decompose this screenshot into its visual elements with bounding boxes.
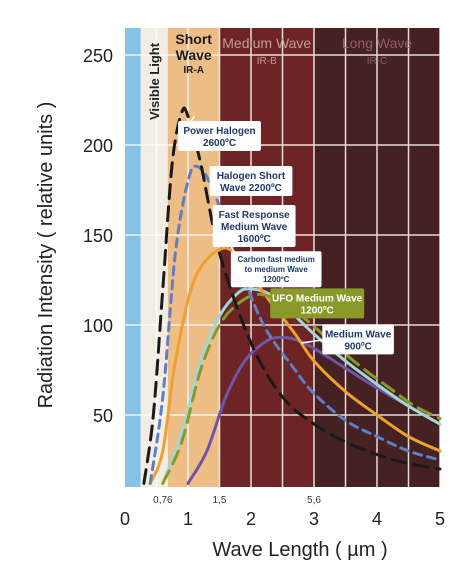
callout-text-3-1: to medium Wave <box>245 265 309 274</box>
band-sub-irb: IR-B <box>257 56 277 67</box>
callout-text-0-0: Power Halogen <box>183 126 255 137</box>
callout-box-0 <box>178 121 261 151</box>
callout-text-3-2: 1200ºC <box>263 275 290 284</box>
x-tick-label: 0 <box>120 509 130 529</box>
band-label-short: Short <box>175 31 212 47</box>
callout-text-2-1: Medium Wave <box>221 222 288 233</box>
x-tick-label: 1 <box>183 509 193 529</box>
callout-leader-5 <box>301 338 327 344</box>
callout-text-0-1: 2600ºC <box>203 138 236 149</box>
y-axis-label: Radiation Intensity ( relative units ) <box>35 102 57 409</box>
band-label-short-2: Wave <box>176 47 212 63</box>
callout-text-4-1: 1200ºC <box>301 305 334 316</box>
series-line-3 <box>161 287 442 485</box>
callout-text-2-2: 1600ºC <box>238 234 271 245</box>
callout-text-1-1: Wave 2200ºC <box>220 183 282 194</box>
series-line-0 <box>142 106 442 485</box>
band-2 <box>167 28 220 487</box>
boundary-label: 0,76 <box>153 495 173 506</box>
series-line-4 <box>161 292 442 485</box>
callout-box-1 <box>209 166 293 196</box>
band-label-medium: Medium Wave <box>222 35 311 51</box>
boundary-label: 5,6 <box>307 495 321 506</box>
band-label-visible-light: Visible Light <box>147 42 162 120</box>
y-tick-label: 200 <box>83 136 113 156</box>
band-sub-ira: IR-A <box>183 65 204 76</box>
callout-text-1-0: Halogen Short <box>217 171 286 182</box>
band-label-long: Long Wave <box>342 35 413 51</box>
callout-text-5-0: Medium Wave <box>325 329 392 340</box>
y-tick-label: 50 <box>93 406 113 426</box>
band-sub-irc: IR-C <box>367 56 388 67</box>
callout-text-5-1: 900ºC <box>344 341 372 352</box>
y-tick-label: 250 <box>83 46 113 66</box>
x-axis-label: Wave Length ( µm ) <box>212 539 387 561</box>
y-tick-label: 150 <box>83 226 113 246</box>
callout-text-4-0: UFO Medium Wave <box>272 293 363 304</box>
series-line-5 <box>186 335 442 485</box>
callout-box-5 <box>322 324 394 355</box>
x-tick-label: 2 <box>246 509 256 529</box>
series-line-1 <box>148 164 442 485</box>
x-tick-label: 3 <box>309 509 319 529</box>
x-tick-label: 5 <box>435 509 445 529</box>
callout-text-2-0: Fast Response <box>219 210 291 221</box>
series-line-2 <box>148 246 442 485</box>
callout-box-3 <box>230 251 322 288</box>
band-0 <box>125 28 141 487</box>
y-tick-label: 100 <box>83 316 113 336</box>
callout-text-3-0: Carbon fast medium <box>238 255 315 264</box>
boundary-label: 1,5 <box>213 495 227 506</box>
x-tick-label: 4 <box>372 509 382 529</box>
callout-box-4 <box>270 288 365 319</box>
callout-box-2 <box>212 205 296 247</box>
